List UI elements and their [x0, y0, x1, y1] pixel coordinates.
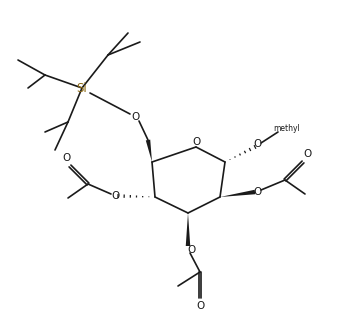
Text: O: O — [111, 191, 119, 201]
Text: O: O — [254, 139, 262, 149]
Text: O: O — [254, 187, 262, 197]
Polygon shape — [186, 213, 190, 246]
Polygon shape — [220, 190, 255, 197]
Text: O: O — [62, 153, 70, 163]
Text: O: O — [187, 245, 195, 255]
Text: Si: Si — [77, 81, 87, 95]
Text: methyl: methyl — [274, 124, 300, 132]
Text: O: O — [131, 112, 139, 122]
Polygon shape — [146, 139, 152, 162]
Text: O: O — [196, 301, 204, 311]
Text: O: O — [303, 149, 311, 159]
Text: O: O — [192, 137, 200, 147]
